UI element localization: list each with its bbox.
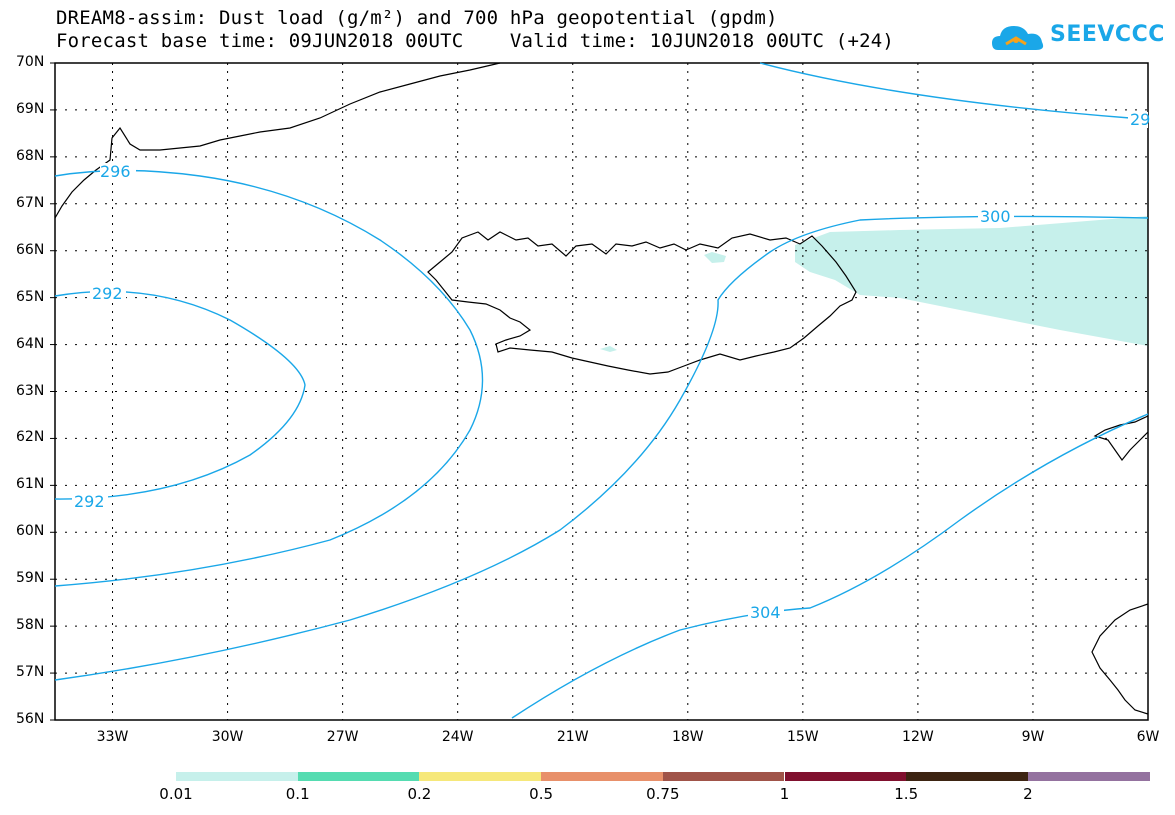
lat-label: 61N <box>16 476 45 493</box>
colorbar-label: 0.75 <box>646 785 680 803</box>
contour-label: 292 <box>92 284 123 303</box>
scotland-coastline <box>1093 415 1149 462</box>
lon-label: 33W <box>96 729 129 745</box>
logo-text: SEEVCCC <box>1050 22 1165 47</box>
lat-label: 56N <box>16 711 45 727</box>
colorbar-label: 0.1 <box>285 785 310 803</box>
colorbar-label: 0.2 <box>407 785 432 803</box>
contour-label: 304 <box>750 603 781 622</box>
colorbar-segment <box>419 772 542 781</box>
colorbar-segment <box>1027 772 1150 781</box>
colorbar-label: 0.5 <box>529 785 554 803</box>
colorbar-segment <box>784 772 907 781</box>
lat-label: 60N <box>16 523 45 540</box>
colorbar-segment <box>297 772 420 781</box>
lon-label: 18W <box>671 729 704 745</box>
lat-label: 59N <box>16 570 45 587</box>
dust-area <box>600 346 617 352</box>
contour-line <box>759 62 1131 119</box>
colorbar-label: 1 <box>779 785 790 803</box>
cloud-sun-icon <box>992 26 1044 50</box>
colorbar-label: 0.01 <box>159 785 193 803</box>
lon-label: 6W <box>1136 729 1160 745</box>
lat-label: 64N <box>16 335 45 352</box>
lat-label: 70N <box>16 54 45 70</box>
contour-label: 292 <box>74 492 105 511</box>
dust-area <box>795 216 1148 346</box>
map-title-line1: DREAM8-assim: Dust load (g/m²) and 700 h… <box>56 7 778 29</box>
contour-line <box>54 169 484 587</box>
colorbar-segment <box>176 772 298 781</box>
lat-label: 65N <box>16 288 45 305</box>
lat-label: 57N <box>16 664 45 681</box>
contour-line <box>54 290 306 500</box>
lon-label: 21W <box>556 729 589 745</box>
lat-label: 67N <box>16 194 45 211</box>
lat-label: 62N <box>16 429 45 446</box>
lat-label: 63N <box>16 382 45 399</box>
lat-label: 69N <box>16 100 45 117</box>
colorbar-label: 2 <box>1023 785 1033 803</box>
greenland-coastline <box>54 62 501 219</box>
colorbar-segment <box>906 772 1028 781</box>
iceland-coastline <box>427 231 857 375</box>
lat-label: 66N <box>16 241 45 258</box>
map-title-line2: Forecast base time: 09JUN2018 00UTC Vali… <box>56 30 895 52</box>
contour-label: 29 <box>1130 110 1150 129</box>
contour-line <box>511 413 1149 719</box>
lon-label: 12W <box>902 729 934 745</box>
lon-label: 27W <box>326 729 359 745</box>
lat-label: 68N <box>16 147 45 164</box>
lon-label: 30W <box>211 729 244 745</box>
colorbar-segment <box>662 772 785 781</box>
dust-area <box>704 252 726 263</box>
scotland-coastline <box>1091 603 1149 715</box>
lon-label: 15W <box>786 729 819 745</box>
colorbar-segment <box>541 772 663 781</box>
colorbar-label: 1.5 <box>894 785 919 803</box>
lon-label: 24W <box>441 729 474 745</box>
contour-line <box>54 215 1149 681</box>
lon-label: 9W <box>1021 729 1045 745</box>
lat-label: 58N <box>16 617 45 634</box>
contour-label: 296 <box>100 162 131 181</box>
contour-label: 300 <box>980 207 1011 226</box>
